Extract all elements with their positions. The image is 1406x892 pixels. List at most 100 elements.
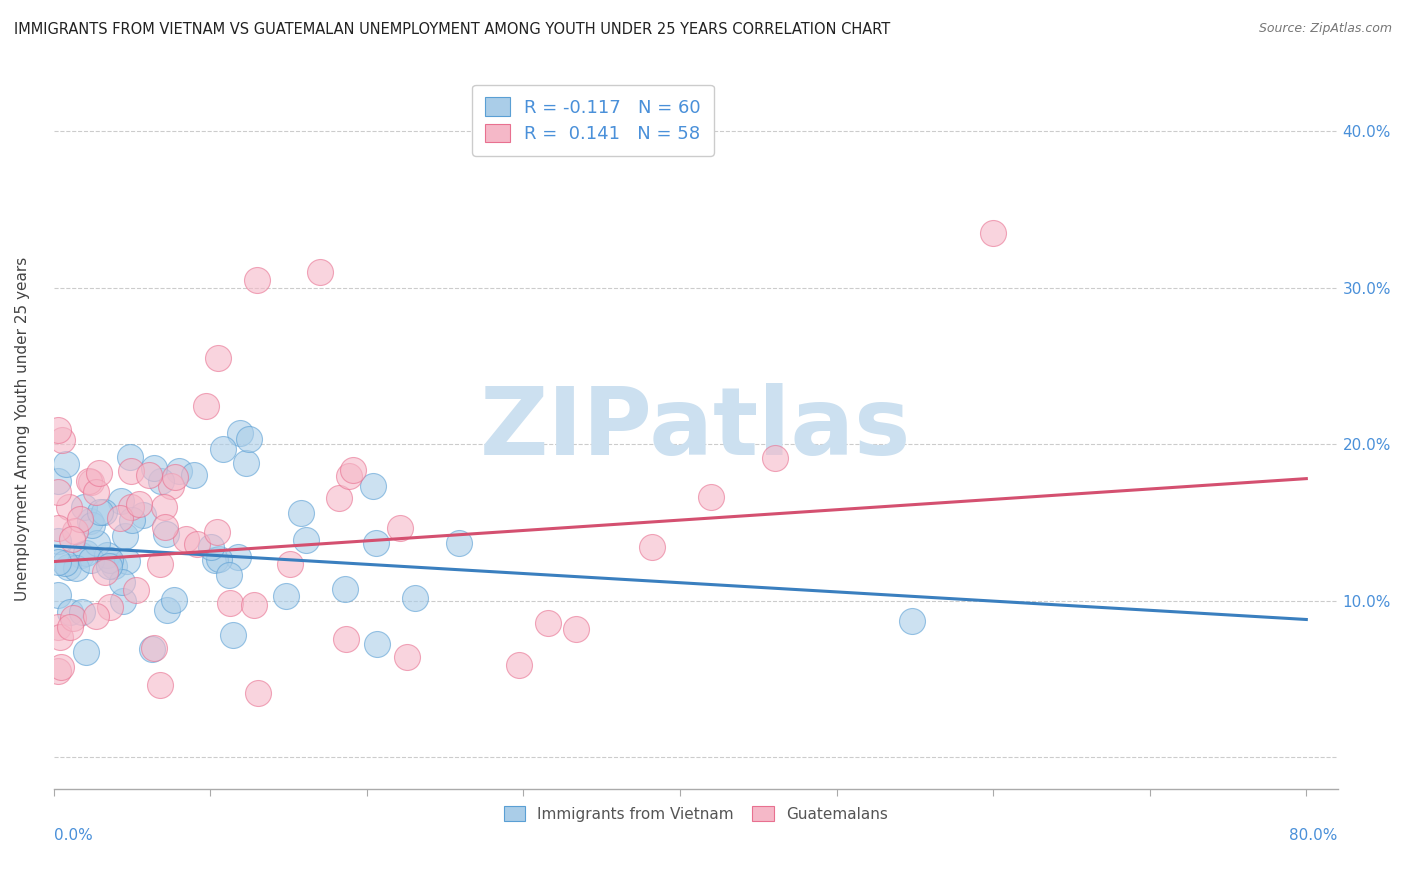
Point (120, 450, 142, 465)
Legend: Immigrants from Vietnam, Guatemalans: Immigrants from Vietnam, Guatemalans (498, 799, 894, 828)
Text: ZIPatlas: ZIPatlas (479, 383, 911, 475)
Point (70, 605, 93, 619)
Point (153, 520, 176, 534)
Point (87, 466, 110, 480)
Point (246, 273, 269, 287)
Point (149, 678, 172, 692)
Text: Source: ZipAtlas.com: Source: ZipAtlas.com (1258, 22, 1392, 36)
Point (110, 494, 132, 508)
Point (218, 568, 240, 582)
Point (110, 575, 132, 590)
Point (131, 508, 153, 523)
Point (58, 560, 80, 574)
Point (80, 475, 103, 490)
Point (207, 351, 229, 365)
Point (208, 551, 231, 566)
Point (229, 425, 252, 440)
Point (108, 510, 131, 524)
Point (508, 658, 530, 673)
Point (335, 632, 357, 646)
Point (103, 559, 125, 574)
Point (155, 527, 177, 541)
Point (169, 464, 191, 478)
Point (163, 470, 186, 484)
Point (59, 620, 82, 634)
Point (342, 463, 364, 477)
Point (51, 434, 73, 448)
Point (121, 513, 143, 527)
Point (447, 536, 470, 550)
Point (388, 521, 411, 535)
Point (278, 557, 301, 571)
Point (222, 628, 245, 642)
Point (763, 451, 786, 466)
Point (96, 548, 118, 562)
Point (69, 548, 91, 562)
Point (46, 485, 69, 500)
Point (69, 512, 91, 526)
Point (204, 552, 226, 566)
Point (55, 458, 77, 472)
Point (128, 497, 150, 511)
Point (163, 593, 186, 607)
Point (205, 524, 228, 539)
Text: IMMIGRANTS FROM VIETNAM VS GUATEMALAN UNEMPLOYMENT AMONG YOUTH UNDER 25 YEARS CO: IMMIGRANTS FROM VIETNAM VS GUATEMALAN UN… (14, 22, 890, 37)
Point (160, 479, 183, 493)
Point (79, 514, 101, 528)
Point (290, 506, 312, 520)
Point (114, 529, 136, 543)
Point (981, 226, 1004, 240)
Point (84, 484, 107, 499)
Point (226, 550, 249, 565)
Point (361, 479, 384, 493)
Point (46, 474, 69, 488)
Point (155, 603, 177, 617)
Point (219, 596, 242, 610)
Point (125, 582, 148, 597)
Point (243, 598, 266, 612)
Point (80, 553, 103, 567)
Point (366, 637, 388, 651)
Point (141, 642, 163, 657)
Point (138, 468, 160, 483)
Point (537, 616, 560, 631)
Point (195, 399, 218, 413)
Point (142, 641, 165, 656)
Point (46, 664, 69, 678)
Point (328, 491, 350, 505)
Point (186, 537, 208, 551)
Point (211, 442, 233, 456)
Point (86, 535, 108, 549)
Point (46, 555, 69, 569)
Point (58, 500, 80, 515)
Point (153, 500, 176, 515)
Point (93, 505, 115, 519)
Point (235, 456, 257, 470)
Point (404, 591, 426, 606)
Point (65, 561, 87, 575)
Point (395, 649, 418, 664)
Point (176, 533, 198, 547)
Point (115, 554, 138, 568)
Point (901, 615, 924, 629)
Point (51, 659, 73, 673)
Point (142, 461, 165, 475)
Point (94, 565, 117, 579)
Point (364, 536, 387, 550)
Point (49, 630, 72, 644)
Text: 80.0%: 80.0% (1289, 828, 1337, 843)
Point (120, 465, 142, 479)
Point (46, 521, 69, 535)
Point (238, 433, 260, 447)
Point (641, 541, 664, 555)
Point (295, 533, 318, 548)
Point (89, 504, 111, 518)
Y-axis label: Unemployment Among Youth under 25 years: Unemployment Among Youth under 25 years (15, 256, 30, 600)
Point (60, 532, 83, 546)
Point (46, 588, 69, 602)
Point (73, 500, 96, 515)
Point (75, 546, 97, 560)
Point (62, 610, 84, 624)
Point (120, 500, 142, 515)
Point (63, 524, 86, 538)
